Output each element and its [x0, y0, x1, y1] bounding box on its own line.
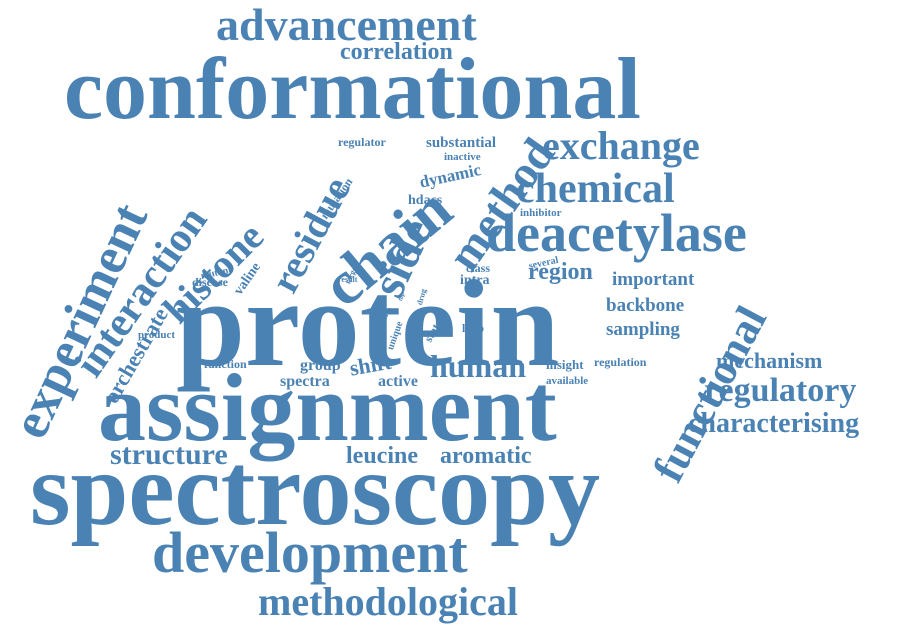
- word-intra: intra: [460, 273, 490, 288]
- word-deacetylase: deacetylase: [486, 203, 747, 263]
- word-structure: structure: [110, 438, 228, 471]
- word-substantial: substantial: [426, 135, 497, 151]
- word-protein: protein: [176, 255, 560, 392]
- word-inactive: inactive: [444, 151, 481, 163]
- word-group: group: [300, 357, 341, 374]
- word-region: region: [528, 259, 593, 285]
- word-spectroscopy: spectroscopy: [30, 432, 601, 547]
- word-backbone: backbone: [606, 295, 685, 316]
- word-leucine: leucine: [346, 443, 418, 469]
- word-disease: disease: [192, 275, 228, 289]
- word-advancement: advancement: [216, 0, 477, 50]
- word-characterising: characterising: [688, 408, 860, 439]
- word-result: result: [338, 275, 358, 284]
- word-loop: loop: [462, 321, 485, 335]
- word-aromatic: aromatic: [440, 443, 532, 469]
- word-conformational: conformational: [64, 41, 641, 138]
- word-hdacs: hdacs: [408, 193, 443, 208]
- word-assignment: assignment: [98, 354, 557, 461]
- word-human: human: [430, 348, 527, 384]
- word-available: available: [546, 375, 589, 387]
- word-site: site: [376, 298, 385, 304]
- word-development: development: [152, 520, 468, 585]
- word-regulator: regulator: [338, 135, 386, 149]
- word-regulation: regulation: [594, 355, 647, 369]
- word-product: product: [138, 329, 176, 341]
- word-class: class: [466, 261, 490, 275]
- word-correlation: correlation: [340, 39, 453, 65]
- word-acid: acid: [378, 307, 391, 315]
- word-spectra: spectra: [280, 373, 330, 390]
- word-important: important: [612, 269, 695, 290]
- word-function: function: [204, 357, 247, 371]
- word-mechanism: mechanism: [716, 348, 823, 373]
- word-exchange: exchange: [542, 123, 700, 168]
- word-insight: insight: [546, 357, 584, 372]
- word-active: active: [378, 373, 418, 390]
- word-sampling: sampling: [606, 319, 680, 340]
- word-methodological: methodological: [258, 579, 518, 624]
- word-regulatory: regulatory: [704, 372, 857, 409]
- word-inhibitor: inhibitor: [520, 207, 562, 219]
- word-chemical: chemical: [516, 166, 675, 212]
